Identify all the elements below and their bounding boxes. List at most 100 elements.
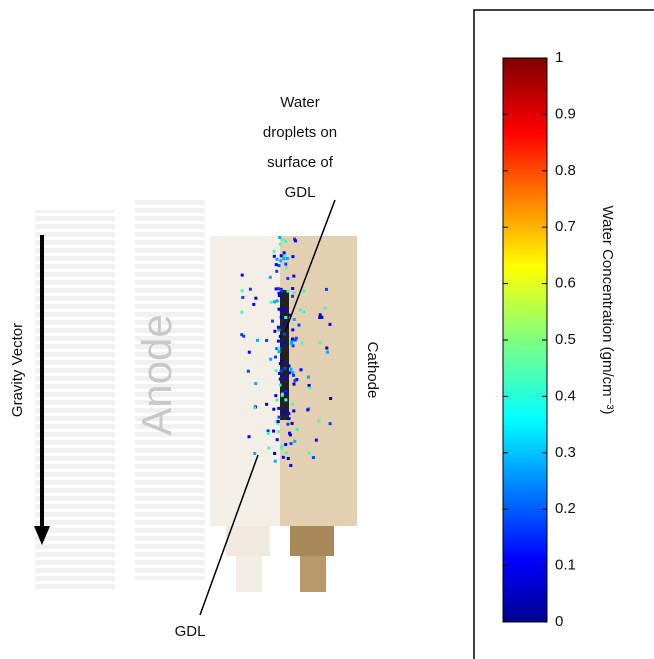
speck: [277, 328, 281, 332]
speck: [268, 275, 272, 279]
speck: [281, 237, 285, 241]
gravity-arrow-head: [34, 526, 50, 545]
speck: [329, 397, 333, 400]
speck: [277, 294, 281, 298]
speck: [279, 369, 283, 373]
tick-label: 0.8: [555, 162, 576, 179]
droplets-label: droplets on: [263, 124, 337, 141]
speck: [271, 319, 274, 323]
speck: [266, 432, 270, 435]
water-specks: [240, 236, 333, 467]
speck: [278, 383, 282, 387]
speck: [273, 300, 277, 304]
speck: [287, 412, 291, 416]
speck: [274, 369, 278, 373]
speck: [276, 325, 280, 329]
speck: [287, 371, 291, 375]
speck: [295, 378, 299, 382]
speck: [275, 438, 279, 442]
speck: [281, 455, 285, 459]
speck: [277, 350, 281, 354]
gravity-label: Gravity Vector: [9, 323, 26, 417]
speck: [299, 368, 303, 372]
speck: [324, 287, 328, 291]
speck: [282, 410, 285, 414]
tick-label: 0.2: [555, 500, 576, 517]
speck: [278, 362, 282, 366]
speck: [272, 249, 276, 253]
tick-label: 0.7: [555, 218, 576, 235]
speck: [273, 329, 277, 333]
speck: [279, 289, 283, 292]
droplets-label: surface of: [267, 154, 334, 171]
speck: [276, 339, 280, 343]
speck: [247, 350, 251, 354]
fuel-cell: [210, 236, 357, 592]
speck: [302, 310, 306, 314]
speck: [292, 291, 296, 295]
speck: [284, 266, 288, 270]
speck: [328, 322, 332, 326]
speck: [280, 444, 284, 448]
speck: [289, 464, 293, 467]
speck: [291, 371, 295, 375]
speck: [282, 341, 286, 345]
speck: [280, 393, 284, 397]
speck: [277, 307, 281, 311]
speck: [246, 369, 250, 373]
speck: [293, 237, 296, 241]
speck: [240, 310, 244, 314]
speck: [291, 337, 294, 341]
speck: [293, 439, 297, 443]
speck: [291, 294, 294, 298]
speck: [318, 316, 322, 319]
speck: [240, 289, 244, 293]
speck: [274, 355, 277, 359]
speck: [273, 452, 277, 455]
speck: [274, 287, 278, 291]
speck: [308, 386, 312, 390]
speck: [284, 262, 288, 266]
speck: [283, 391, 287, 395]
speck: [283, 308, 287, 312]
speck: [291, 287, 295, 290]
pointer-line: [284, 199, 336, 333]
colorbar-panel: [473, 9, 654, 659]
speck: [286, 422, 290, 426]
speck: [297, 323, 301, 327]
speck: [279, 309, 283, 313]
speck: [286, 457, 290, 460]
speck: [295, 428, 299, 431]
speck: [291, 344, 295, 348]
droplets-label: GDL: [285, 184, 316, 201]
speck: [254, 382, 258, 386]
speck: [284, 398, 288, 402]
speck: [279, 315, 283, 319]
speck: [318, 340, 322, 344]
speck: [277, 430, 281, 434]
speck: [277, 406, 281, 410]
speck: [241, 296, 245, 299]
speck: [307, 384, 311, 387]
speck: [283, 254, 287, 257]
speck: [275, 269, 279, 273]
speck: [293, 379, 297, 383]
speck: [325, 350, 329, 354]
speck: [248, 287, 252, 291]
speck: [278, 371, 281, 375]
speck: [273, 459, 277, 463]
tick-label: 0.9: [555, 105, 576, 122]
tick-label: 0.6: [555, 275, 576, 292]
speck: [293, 338, 297, 342]
tick-label: 0.4: [555, 387, 576, 404]
speck: [287, 417, 291, 421]
speck: [277, 346, 281, 350]
speck: [283, 367, 287, 370]
speck: [291, 402, 295, 406]
speck: [289, 367, 293, 371]
colorbar-label: Water Concentration (gm/cm⁻³): [599, 205, 616, 414]
speck: [275, 398, 279, 402]
speck: [314, 438, 318, 442]
speck: [290, 339, 294, 343]
speck: [280, 343, 284, 347]
